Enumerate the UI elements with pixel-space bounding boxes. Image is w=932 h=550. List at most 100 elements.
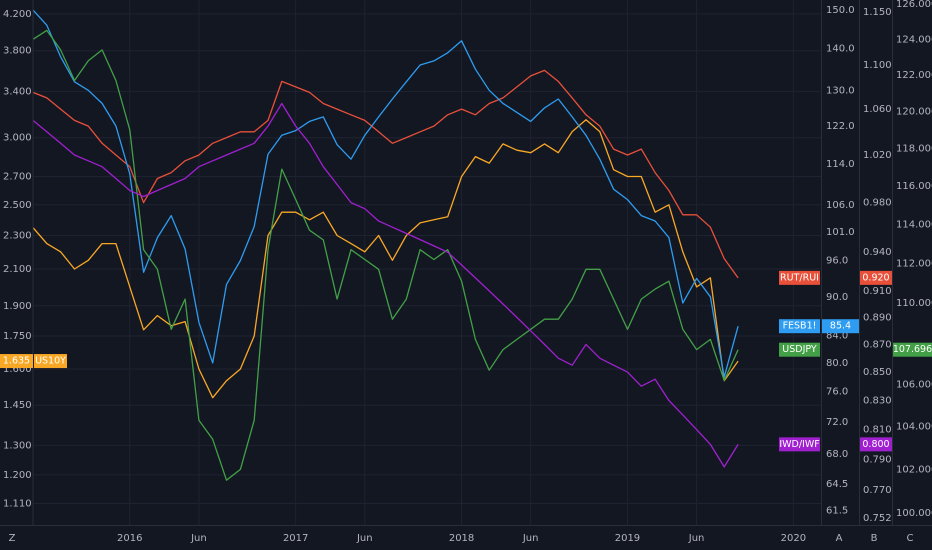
y-tick-label: 96.0 xyxy=(826,256,848,267)
y-tick-label: 1.750 xyxy=(3,331,32,342)
ticks: 4.200 3.800 3.400 3.000 2.700 2.500 2.300 2.100… xyxy=(3,0,932,544)
series-line xyxy=(33,69,739,279)
legend-label: RUT/RUI xyxy=(780,272,819,283)
y-tick-label: 150.0 xyxy=(826,5,855,16)
scale-button[interactable]: A xyxy=(836,533,843,544)
y-tick-label: 0.910 xyxy=(863,286,892,297)
value-badge xyxy=(860,270,892,285)
x-axis-bar xyxy=(0,525,932,550)
y-tick-label: 112.000 xyxy=(896,258,932,269)
y-tick-label: 76.0 xyxy=(826,387,848,398)
badges: 1.635 US10Y 0.920 RUT/RUI 85.4 FESB1! 107.696 U… xyxy=(0,270,932,452)
y-tick-label: 102.000 xyxy=(896,464,932,475)
y-tick-label: 0.830 xyxy=(863,396,892,407)
y-tick-label: 100.000 xyxy=(896,508,932,519)
value-badge xyxy=(893,342,932,357)
y-tick-label: 0.850 xyxy=(863,367,892,378)
scale-button[interactable]: C xyxy=(907,533,914,544)
y-tick-label: 124.000 xyxy=(896,34,932,45)
legend-badge xyxy=(779,319,820,334)
legend-label: US10Y xyxy=(35,356,66,367)
y-tick-label: 126.000 xyxy=(896,0,932,10)
series-line xyxy=(33,29,739,481)
legend-badge xyxy=(34,354,67,369)
y-tick-label: 120.000 xyxy=(896,106,932,117)
x-tick-label: Jun xyxy=(688,533,705,544)
y-tick-label: 1.900 xyxy=(3,301,32,312)
x-tick-label: 2020 xyxy=(781,533,806,544)
y-tick-label: 104.000 xyxy=(896,422,932,433)
value-badge-label: 107.696 xyxy=(893,344,932,355)
x-tick-label: 2018 xyxy=(449,533,474,544)
legend-label: IWD/IWF xyxy=(779,439,819,450)
y-tick-label: 3.800 xyxy=(3,46,32,57)
series-line xyxy=(33,119,739,399)
y-tick-label: 1.200 xyxy=(3,470,32,481)
y-tick-label: 1.450 xyxy=(3,400,32,411)
y-tick-label: 0.810 xyxy=(863,425,892,436)
y-tick-label: 0.940 xyxy=(863,247,892,258)
y-tick-label: 140.0 xyxy=(826,44,855,55)
y-tick-label: 1.150 xyxy=(863,7,892,18)
legend-badge xyxy=(779,270,820,285)
y-tick-label: 0.980 xyxy=(863,198,892,209)
y-tick-label: 90.0 xyxy=(826,292,848,303)
series-line xyxy=(33,9,739,378)
y-tick-label: 3.400 xyxy=(3,87,32,98)
y-tick-label: 64.5 xyxy=(826,479,848,490)
y-tick-label: 3.000 xyxy=(3,133,32,144)
y-tick-label: 72.0 xyxy=(826,417,848,428)
plot-area xyxy=(33,9,739,481)
series-line xyxy=(33,102,739,468)
y-tick-label: 61.5 xyxy=(826,505,848,516)
y-tick-label: 1.600 xyxy=(3,364,32,375)
y-tick-label: 1.020 xyxy=(863,150,892,161)
y-tick-label: 1.300 xyxy=(3,440,32,451)
y-tick-label: 101.0 xyxy=(826,227,855,238)
legend-label: FESB1! xyxy=(783,321,817,332)
value-badge-label: 85.4 xyxy=(830,321,851,332)
value-badge-label: 0.920 xyxy=(862,272,889,283)
x-tick-label: 2016 xyxy=(117,533,142,544)
x-tick-label: Jun xyxy=(190,533,207,544)
grid xyxy=(33,0,821,525)
x-tick-label: Jun xyxy=(356,533,373,544)
y-tick-label: 0.870 xyxy=(863,339,892,350)
y-tick-label: 2.300 xyxy=(3,230,32,241)
y-tick-label: 0.752 xyxy=(863,513,892,524)
y-tick-label: 2.100 xyxy=(3,264,32,275)
scale-button[interactable]: B xyxy=(871,533,878,544)
y-tick-label: 130.0 xyxy=(826,85,855,96)
y-tick-label: 0.790 xyxy=(863,454,892,465)
y-tick-label: 0.770 xyxy=(863,485,892,496)
y-tick-label: 106.0 xyxy=(826,200,855,211)
y-tick-label: 0.890 xyxy=(863,312,892,323)
y-tick-label: 114.0 xyxy=(826,159,855,170)
y-tick-label: 4.200 xyxy=(3,9,32,20)
y-tick-label: 118.000 xyxy=(896,143,932,154)
legend-label: USDJPY xyxy=(782,344,817,355)
y-tick-label: 1.100 xyxy=(863,60,892,71)
value-badge-label: 0.800 xyxy=(862,439,889,450)
value-badge xyxy=(0,354,33,369)
value-badge xyxy=(860,437,892,452)
y-tick-label: 68.0 xyxy=(826,449,848,460)
y-tick-label: 1.060 xyxy=(863,104,892,115)
scale-button[interactable]: Z xyxy=(9,533,16,544)
y-tick-label: 122.000 xyxy=(896,70,932,81)
y-tick-label: 2.500 xyxy=(3,200,32,211)
y-tick-label: 110.000 xyxy=(896,298,932,309)
x-tick-label: 2019 xyxy=(615,533,640,544)
y-tick-label: 106.000 xyxy=(896,380,932,391)
value-badge xyxy=(822,319,859,334)
y-tick-label: 80.0 xyxy=(826,358,848,369)
y-tick-label: 114.000 xyxy=(896,219,932,230)
y-tick-label: 116.000 xyxy=(896,181,932,192)
legend-badge xyxy=(779,342,820,357)
y-tick-label: 2.700 xyxy=(3,171,32,182)
y-tick-label: 1.110 xyxy=(3,499,32,510)
x-tick-label: 2017 xyxy=(283,533,308,544)
legend-badge xyxy=(779,437,820,452)
x-tick-label: Jun xyxy=(522,533,539,544)
